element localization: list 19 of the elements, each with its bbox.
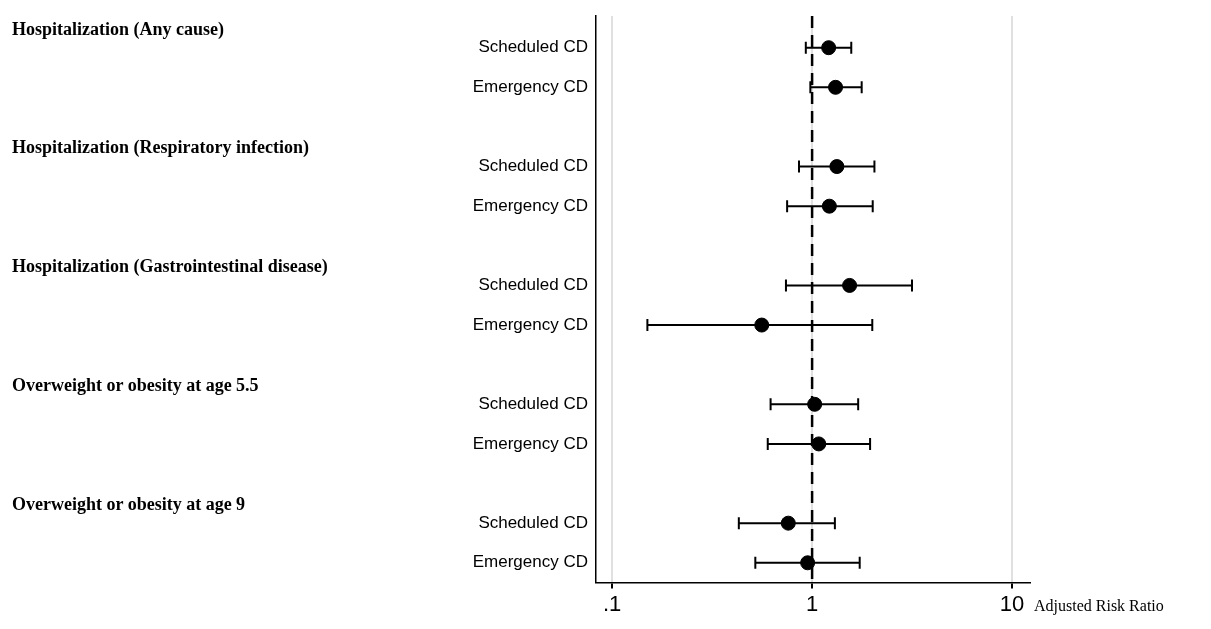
x-tick-label: .1: [603, 590, 622, 616]
text: Hospitalization (Any cause): [12, 18, 225, 40]
y-tick-label: Emergency CD: [472, 77, 588, 97]
x-tick-label: 10: [999, 590, 1025, 616]
y-tick-label: Scheduled CD: [478, 156, 588, 176]
x-axis-title: Adjusted Risk Ratio: [1034, 596, 1164, 615]
y-tick-label: Emergency CD: [472, 552, 588, 572]
y-tick-label: Scheduled CD: [478, 512, 588, 532]
y-tick-label: Emergency CD: [472, 314, 588, 334]
text: Overweight or obesity at age 9: [12, 493, 246, 514]
y-tick-label: Emergency CD: [472, 195, 588, 215]
x-tick-label: 1: [805, 590, 819, 616]
y-tick-label: Scheduled CD: [478, 275, 588, 295]
y-tick-label: Scheduled CD: [478, 37, 588, 57]
text: Hospitalization (Gastrointestinal disease): [12, 256, 328, 278]
text: Overweight or obesity at age 5.5: [12, 375, 259, 396]
y-tick-label: Scheduled CD: [478, 393, 588, 413]
y-tick-label: Emergency CD: [472, 433, 588, 453]
text: Hospitalization (Respiratory infection): [12, 137, 309, 159]
